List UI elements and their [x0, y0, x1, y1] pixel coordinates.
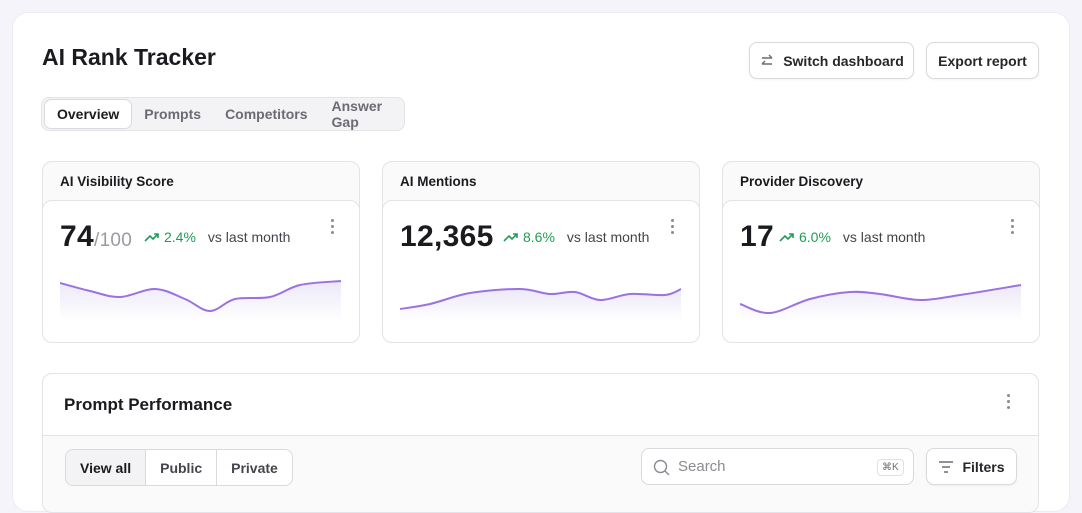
- segment[interactable]: View all: [66, 450, 146, 485]
- tab[interactable]: Answer Gap: [331, 98, 383, 130]
- sparkline: [60, 280, 342, 321]
- search-input[interactable]: Search ⌘K: [641, 448, 914, 485]
- button-label: Export report: [938, 52, 1027, 69]
- menu-button[interactable]: [671, 219, 675, 237]
- value-text: 17: [740, 220, 774, 253]
- change-value: 2.4%: [164, 229, 196, 245]
- value-text: 74: [60, 220, 94, 253]
- metric-label: AI Visibility Score: [60, 174, 174, 189]
- metric-body: 12,365 8.6% vs last month: [382, 200, 700, 343]
- tab[interactable]: Competitors: [225, 106, 308, 122]
- sparkline-line: [60, 280, 342, 313]
- metric-card: AI Visibility Score 74/100 2.4% vs last m…: [42, 161, 360, 343]
- menu-button[interactable]: [331, 219, 335, 237]
- metric-value: 74/100: [60, 220, 132, 254]
- sparkline: [740, 284, 1022, 321]
- metric-card: AI Mentions 12,365 8.6% vs last month: [382, 161, 700, 343]
- change-comparison: vs last month: [566, 229, 650, 245]
- button-label: Switch dashboard: [783, 52, 904, 69]
- sparkline-fill: [740, 285, 1021, 321]
- trend-up-icon: [503, 233, 518, 242]
- sparkline-line: [740, 284, 1022, 315]
- change-comparison: vs last month: [207, 229, 291, 245]
- export-report-button[interactable]: Export report: [926, 42, 1039, 79]
- metric-label: AI Mentions: [400, 174, 477, 189]
- change-value: 6.0%: [799, 229, 831, 245]
- switch-dashboard-button[interactable]: Switch dashboard: [749, 42, 914, 79]
- metric-change: 8.6% vs last month: [503, 229, 649, 245]
- filters-button[interactable]: Filters: [926, 448, 1017, 485]
- menu-button[interactable]: [1007, 394, 1011, 412]
- page: AI Rank Tracker Switch dashboard Export …: [12, 12, 1070, 513]
- tab[interactable]: Overview: [44, 99, 133, 129]
- metric-change: 2.4% vs last month: [144, 229, 290, 245]
- metric-label: Provider Discovery: [740, 174, 864, 189]
- trend-up-icon: [779, 233, 794, 242]
- tab-bar: Overview Prompts Competitors Answer Gap: [41, 97, 405, 131]
- panel-header: [42, 373, 1039, 436]
- change-comparison: vs last month: [842, 229, 926, 245]
- switch-icon: [761, 54, 773, 65]
- metric-value: 12,365: [400, 220, 494, 254]
- sparkline-fill: [60, 281, 341, 321]
- value-suffix: /100: [93, 230, 133, 251]
- button-label: Filters: [962, 458, 1005, 475]
- page-title: AI Rank Tracker: [42, 44, 216, 70]
- metric-body: 17 6.0% vs last month: [722, 200, 1040, 343]
- visibility-filter: View all Public Private: [65, 449, 293, 486]
- segment[interactable]: Public: [145, 450, 216, 485]
- change-value: 8.6%: [523, 229, 555, 245]
- panel-title: Prompt Performance: [64, 395, 233, 414]
- search-placeholder: Search: [678, 458, 726, 475]
- segment[interactable]: Private: [216, 450, 292, 485]
- filters-icon: [939, 460, 954, 473]
- metric-card: Provider Discovery 17 6.0% vs last month: [722, 161, 1040, 343]
- metric-value: 17: [740, 220, 774, 254]
- menu-button[interactable]: [1011, 219, 1015, 237]
- metric-change: 6.0% vs last month: [779, 229, 925, 245]
- tab[interactable]: Prompts: [144, 106, 202, 122]
- metric-body: 74/100 2.4% vs last month: [42, 200, 360, 343]
- prompt-performance-panel: Prompt Performance View all Public Priva…: [42, 373, 1039, 513]
- shortcut-hint: ⌘K: [877, 459, 904, 476]
- sparkline-line: [400, 287, 682, 310]
- trend-up-icon: [144, 233, 159, 242]
- value-text: 12,365: [400, 220, 494, 253]
- sparkline: [400, 287, 682, 321]
- search-icon: [653, 459, 670, 476]
- sparkline-fill: [400, 288, 681, 321]
